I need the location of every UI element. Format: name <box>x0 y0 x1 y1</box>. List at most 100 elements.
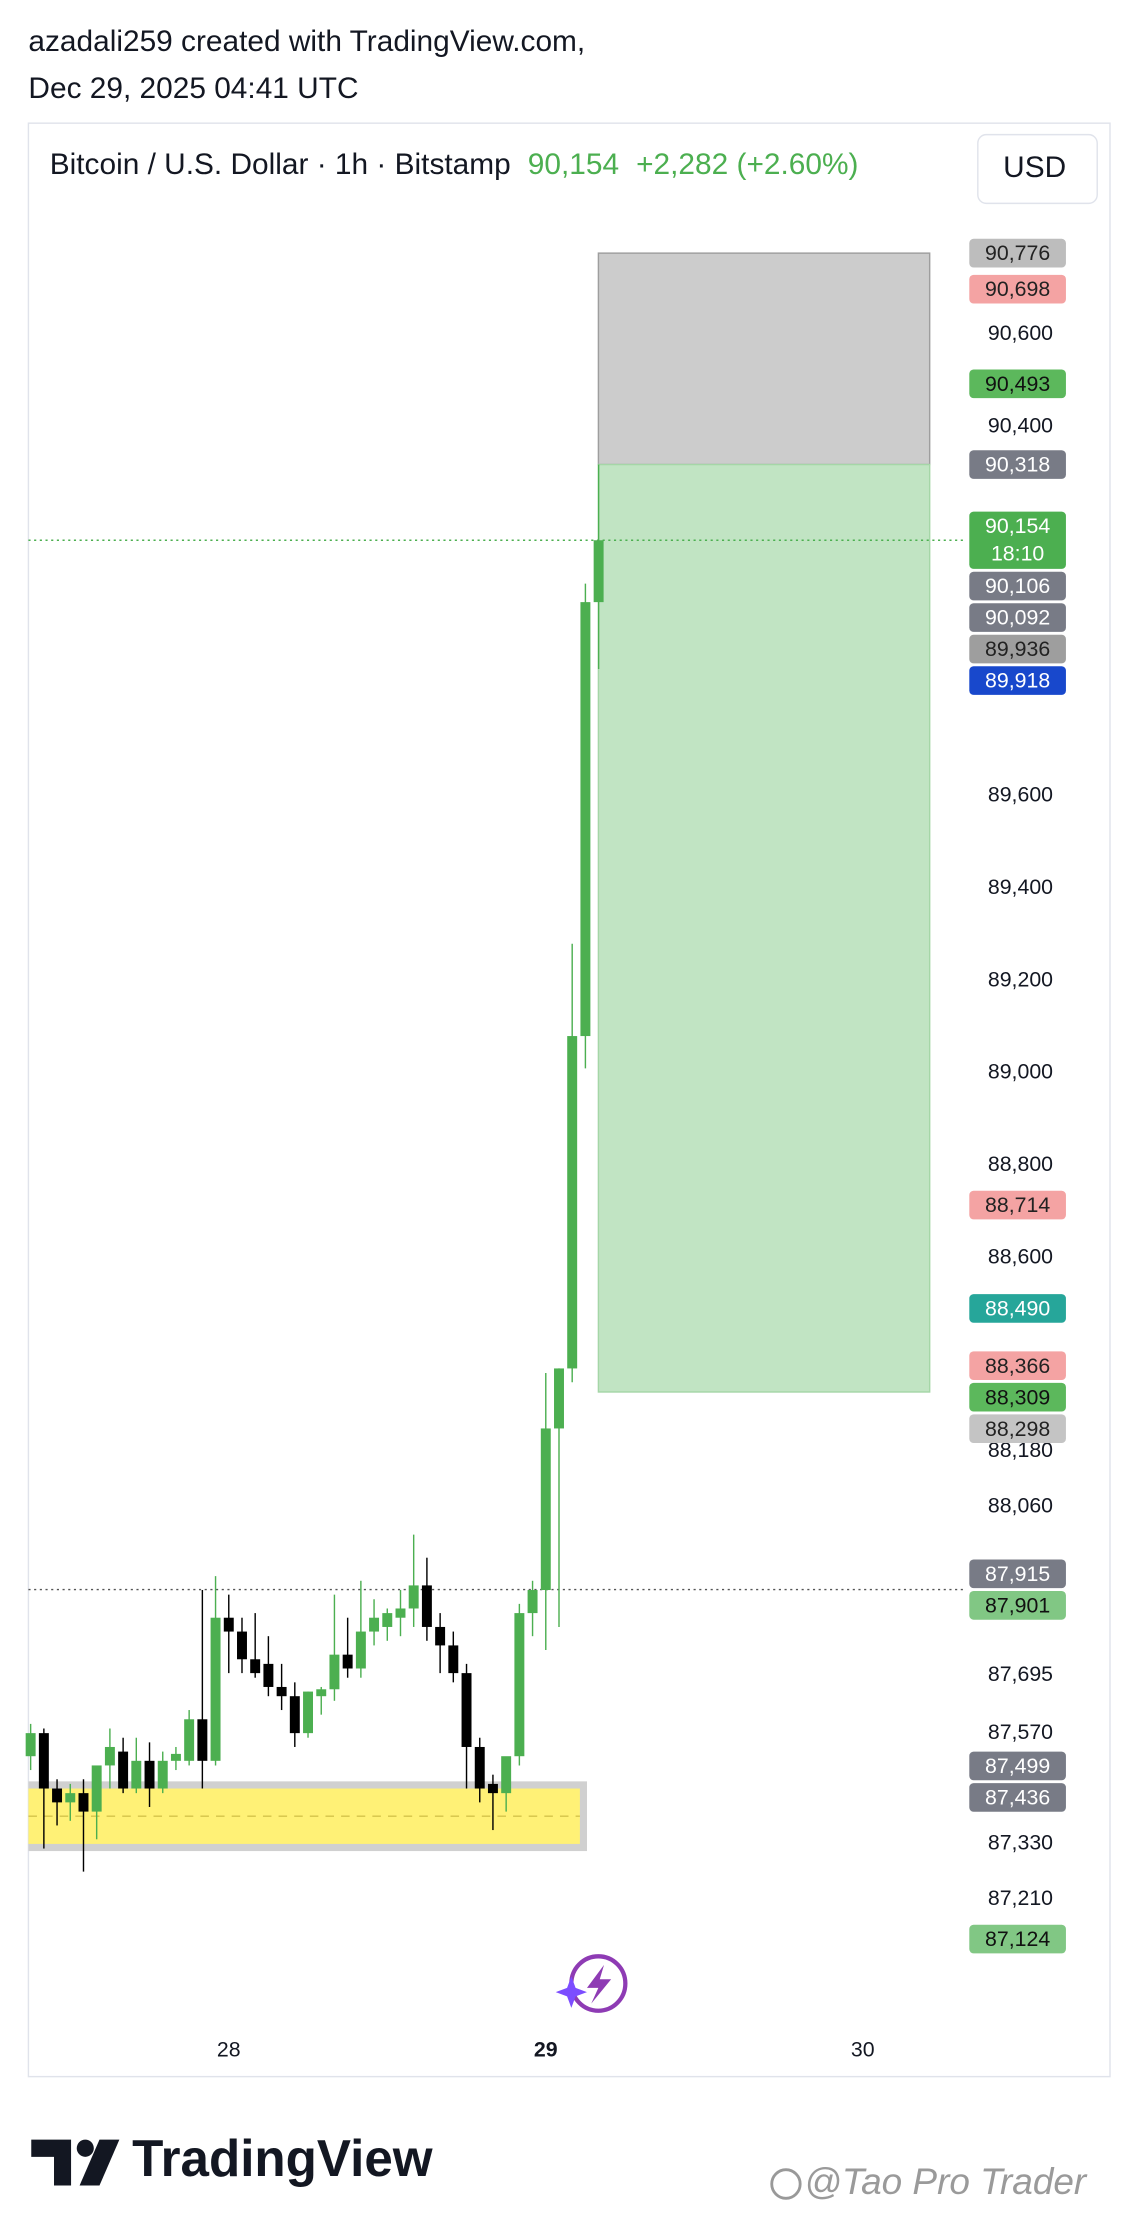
y-tick-label: 87,695 <box>988 1662 1053 1686</box>
price-badge <box>969 603 1066 632</box>
candle-body <box>78 1793 89 1812</box>
price-badge <box>969 274 1066 304</box>
candle-body <box>65 1793 76 1803</box>
price-badge-label: 89,918 <box>985 669 1050 693</box>
price-badge <box>969 634 1066 664</box>
price-badge <box>969 666 1066 695</box>
candle-body <box>461 1673 472 1747</box>
brand-logo <box>31 2139 120 2186</box>
x-tick-label: 29 <box>534 2037 558 2061</box>
price-badge <box>969 1751 1066 1781</box>
chart-title: Bitcoin / U.S. Dollar · 1h · Bitstamp <box>50 148 511 181</box>
candle-body <box>474 1746 485 1789</box>
plot-area <box>25 252 967 1872</box>
y-tick-label: 87,330 <box>988 1831 1053 1855</box>
currency-button[interactable] <box>977 133 1098 205</box>
candle-body <box>197 1719 208 1761</box>
candle-body <box>527 1590 538 1614</box>
price-badge <box>969 571 1066 601</box>
price-badge-label: 90,106 <box>985 574 1050 598</box>
brand-name: TradingView <box>132 2130 433 2187</box>
candle-body <box>131 1760 142 1789</box>
price-badge-label: 88,309 <box>985 1385 1050 1409</box>
candle-body <box>435 1626 446 1646</box>
y-tick-label: 87,210 <box>988 1886 1053 1910</box>
price-badge-label: 88,298 <box>985 1417 1050 1441</box>
price-badge-label: 88,366 <box>985 1354 1050 1378</box>
candle-body <box>448 1645 459 1674</box>
price-badge <box>969 1414 1066 1444</box>
y-tick-label: 88,800 <box>988 1152 1053 1176</box>
y-tick-label: 87,570 <box>988 1720 1053 1744</box>
price-badge <box>969 1591 1066 1620</box>
candle-body <box>276 1686 287 1697</box>
x-tick-label: 30 <box>851 2037 875 2061</box>
zone <box>597 252 931 466</box>
candle-body <box>250 1659 261 1674</box>
candle-body <box>342 1654 353 1669</box>
candle-body <box>210 1617 221 1761</box>
candle-body <box>329 1654 340 1690</box>
candle-body <box>263 1663 274 1687</box>
y-tick-label: 89,200 <box>988 967 1053 991</box>
price-badge <box>969 1382 1066 1412</box>
candle-body <box>316 1689 327 1697</box>
price-badge-label: 90,493 <box>985 372 1050 396</box>
candle-body <box>355 1631 366 1669</box>
price-badge-label: 89,936 <box>985 637 1050 661</box>
price-badge-label: 90,318 <box>985 453 1050 477</box>
candle-body <box>38 1733 49 1789</box>
last-price: 90,154 <box>528 148 619 181</box>
candle-body <box>514 1613 525 1757</box>
candle-body <box>303 1691 313 1734</box>
y-tick-label: 88,060 <box>988 1494 1053 1518</box>
zone <box>597 463 931 1393</box>
candle-body <box>421 1585 432 1627</box>
y-tick-label: 90,400 <box>988 413 1053 437</box>
candle-body <box>237 1631 247 1660</box>
price-badge-label: 87,915 <box>985 1562 1050 1586</box>
price-badge-label: 90,698 <box>985 277 1050 301</box>
price-badge <box>969 1559 1066 1589</box>
candle-body <box>118 1751 129 1789</box>
price-badge-label: 90,154 <box>985 514 1050 538</box>
watermark-icon <box>770 2168 802 2200</box>
y-tick-label: 90,600 <box>988 321 1053 345</box>
candle-body <box>25 1733 36 1757</box>
candle-body <box>382 1613 393 1627</box>
price-badge <box>969 511 1066 569</box>
price-badge-label: 90,776 <box>985 241 1050 265</box>
price-countdown: 18:10 <box>991 541 1044 565</box>
candle-body <box>501 1756 512 1794</box>
candle-body <box>395 1608 406 1618</box>
candle-body <box>104 1746 115 1766</box>
candle-body <box>184 1719 195 1761</box>
price-badge-label: 87,499 <box>985 1754 1050 1778</box>
candle-body <box>157 1760 168 1789</box>
y-tick-label: 88,600 <box>988 1244 1053 1268</box>
price-badge <box>969 1924 1066 1954</box>
candle-body <box>580 602 591 1037</box>
candle-body <box>170 1753 181 1761</box>
assistant-icon[interactable] <box>555 1954 628 2013</box>
y-tick-label: 89,600 <box>988 783 1053 807</box>
price-badge-label: 88,714 <box>985 1193 1050 1217</box>
candle-body <box>487 1783 498 1794</box>
price-badge <box>969 450 1066 479</box>
price-badge-label: 87,436 <box>985 1785 1050 1809</box>
candle-body <box>289 1696 300 1734</box>
price-badge <box>969 1351 1066 1380</box>
candle-body <box>567 1036 578 1369</box>
x-tick-label: 28 <box>217 2037 241 2061</box>
candle-body <box>223 1617 234 1632</box>
currency-label[interactable]: USD <box>1003 151 1066 184</box>
candle-body <box>369 1617 380 1632</box>
watermark: @Tao Pro Trader <box>804 2160 1087 2202</box>
candle-body <box>144 1760 155 1789</box>
price-badge <box>969 369 1066 399</box>
price-badge-label: 87,124 <box>985 1927 1050 1951</box>
price-badge <box>969 238 1066 268</box>
price-badge <box>969 1783 1066 1812</box>
